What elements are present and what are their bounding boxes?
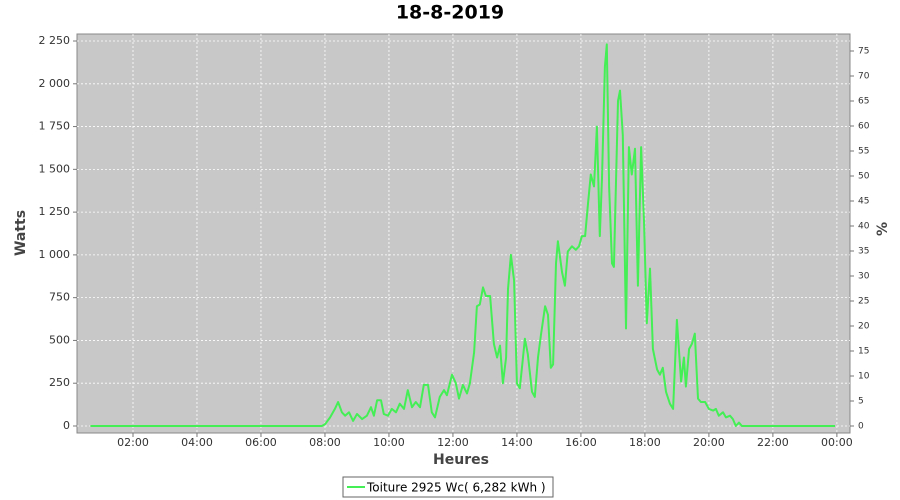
x-tick-label: 00:00 [821,436,853,449]
y2-tick-label: 45 [858,197,869,207]
x-tick-label: 04:00 [181,436,213,449]
plot-area [76,33,851,434]
y2-tick-label: 75 [858,47,869,57]
y-tick-label: 1 500 [39,162,71,175]
y-tick-label: 2 000 [39,77,71,90]
legend-box [342,476,554,498]
y2-tick-label: 20 [858,322,870,332]
y2-tick-label: 35 [858,247,869,257]
y2-tick-label: 5 [858,397,864,407]
y-tick-label: 250 [49,376,70,389]
y2-tick-label: 60 [858,122,870,132]
y2-tick-label: 70 [858,72,870,82]
x-tick-label: 06:00 [245,436,277,449]
y2-axis-title: % [875,222,891,236]
y-tick-label: 750 [49,291,70,304]
y-tick-label: 1 250 [39,205,71,218]
chart-title: 18-8-2019 [396,2,504,24]
y2-tick-label: 50 [858,172,870,182]
x-tick-label: 02:00 [117,436,149,449]
y2-tick-label: 65 [858,97,869,107]
y-tick-label: 500 [49,333,70,346]
x-tick-label: 10:00 [373,436,405,449]
x-tick-label: 08:00 [309,436,341,449]
y2-tick-label: 55 [858,147,869,157]
x-tick-label: 14:00 [501,436,533,449]
x-tick-label: 12:00 [437,436,469,449]
legend-label: Toiture 2925 Wc( 6,282 kWh ) [366,481,546,495]
series-line [90,43,835,427]
y2-tick-label: 0 [858,422,864,432]
y2-tick-label: 25 [858,297,869,307]
x-axis-title: Heures [433,452,489,468]
x-tick-label: 18:00 [629,436,661,449]
y2-tick-label: 40 [858,222,870,232]
y2-tick-label: 10 [858,372,870,382]
y-tick-label: 2 250 [39,34,71,47]
x-tick-label: 22:00 [757,436,789,449]
x-tick-label: 16:00 [565,436,597,449]
y-tick-label: 0 [63,419,70,432]
y-tick-label: 1 750 [39,120,71,133]
y-tick-label: 1 000 [39,248,71,261]
y2-tick-label: 15 [858,347,869,357]
y-axis-title: Watts [13,210,29,256]
y2-tick-label: 30 [858,272,870,282]
x-tick-label: 20:00 [693,436,725,449]
